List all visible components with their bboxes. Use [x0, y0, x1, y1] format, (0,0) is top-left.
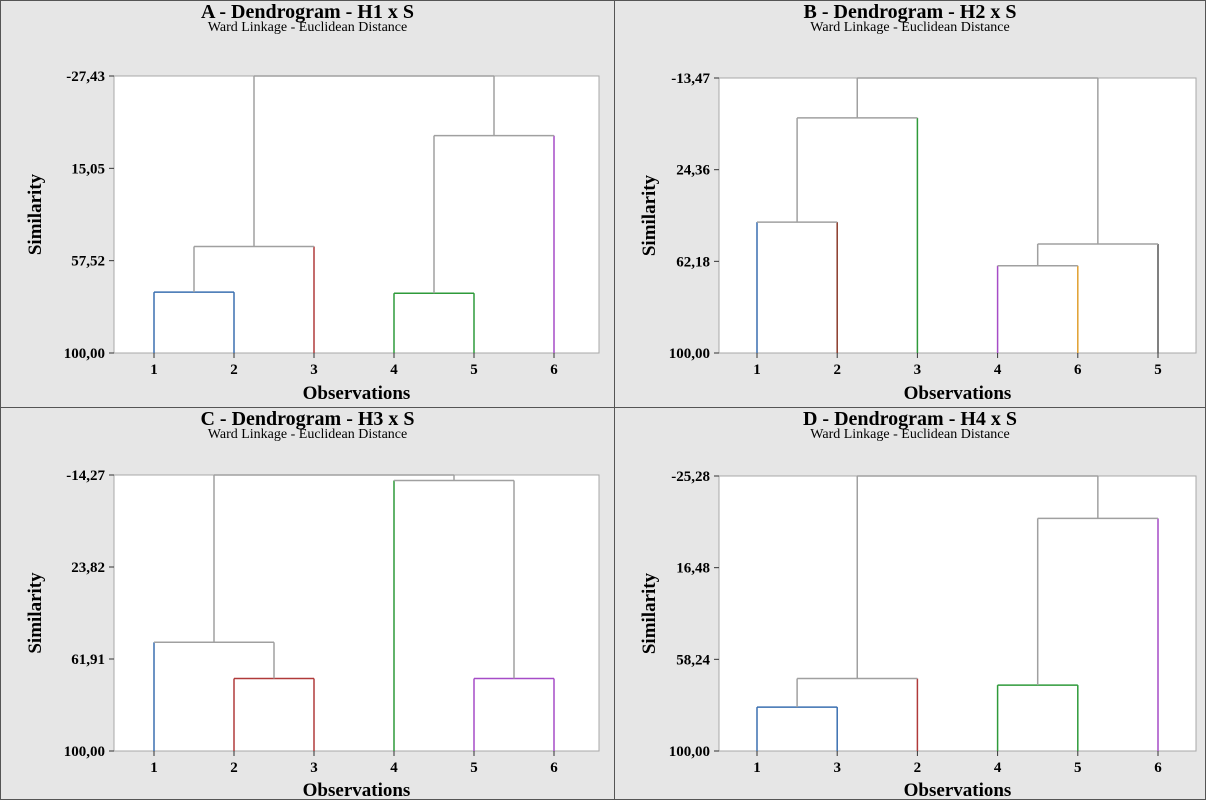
- y-tick-label: 100,00: [64, 744, 105, 760]
- dendrogram-chart-b: -13,47 24,36 62,18 100,00 1 2 3 4 6 5 Observations…: [639, 71, 1197, 404]
- x-tick-label: 2: [914, 760, 922, 776]
- chart-subtitle: Ward Linkage - Euclidean Distance: [810, 20, 1010, 35]
- x-tick-label: 6: [550, 760, 558, 776]
- chart-subtitle: Ward Linkage - Euclidean Distance: [207, 20, 408, 35]
- x-tick-label: 2: [230, 760, 238, 776]
- x-tick-label: 5: [470, 362, 478, 378]
- chart-title: B - Dendrogram - H2 x S: [803, 1, 1017, 23]
- plot-area: [718, 475, 1197, 752]
- panel-c: C - Dendrogram - H3 x S Ward Linkage - E…: [0, 407, 615, 800]
- x-tick-label: 4: [994, 362, 1002, 378]
- chart-subtitle: Ward Linkage - Euclidean Distance: [810, 427, 1010, 442]
- x-tick-label: 2: [833, 362, 841, 378]
- x-tick-label: 5: [470, 760, 478, 776]
- y-tick-label: 57,52: [71, 254, 105, 270]
- x-tick-label: 3: [310, 362, 318, 378]
- x-tick-label: 1: [753, 362, 761, 378]
- chart-title: D - Dendrogram - H4 x S: [802, 408, 1018, 430]
- plot-area: [113, 75, 600, 354]
- x-tick-label: 5: [1074, 760, 1082, 776]
- x-tick-label: 3: [310, 760, 318, 776]
- y-tick-label: 100,00: [669, 744, 710, 760]
- dendrogram-chart-d: -25,28 16,48 58,24 100,00 1 3 2 4 5 6 Observations…: [639, 469, 1197, 800]
- y-tick-label: 100,00: [64, 346, 105, 362]
- x-tick-label: 5: [1154, 362, 1162, 378]
- x-tick-label: 6: [550, 362, 558, 378]
- x-tick-label: 4: [390, 760, 398, 776]
- chart-subtitle: Ward Linkage - Euclidean Distance: [207, 427, 408, 442]
- x-tick-label: 4: [390, 362, 398, 378]
- y-tick-label: 24,36: [676, 163, 710, 179]
- y-tick-label: 16,48: [676, 561, 710, 577]
- dendrogram-chart-a: -27,43 15,05 57,52 100,00 1 2 3 4 5 6 Observations…: [25, 69, 600, 404]
- y-tick-label: 58,24: [676, 652, 710, 668]
- x-tick-label: 3: [833, 760, 841, 776]
- y-axis-label: Similarity: [25, 572, 46, 654]
- x-axis-label: Observations: [904, 780, 1012, 800]
- x-tick-label: 1: [150, 760, 158, 776]
- plot-area: [718, 77, 1197, 354]
- y-tick-label: -27,43: [66, 69, 105, 85]
- y-axis-label: Similarity: [25, 173, 46, 255]
- y-tick-label: 100,00: [669, 346, 710, 362]
- x-tick-label: 1: [753, 760, 761, 776]
- x-axis-label: Observations: [904, 383, 1012, 404]
- y-axis-label: Similarity: [639, 174, 660, 256]
- x-axis-label: Observations: [303, 383, 411, 404]
- panel-a: A - Dendrogram - H1 x S Ward Linkage - E…: [0, 0, 615, 408]
- x-tick-label: 6: [1074, 362, 1082, 378]
- x-tick-label: 4: [994, 760, 1002, 776]
- y-axis-label: Similarity: [639, 572, 660, 654]
- x-tick-label: 1: [150, 362, 158, 378]
- y-tick-label: 23,82: [71, 560, 105, 576]
- y-tick-label: 15,05: [71, 161, 105, 177]
- y-tick-label: -14,27: [66, 468, 105, 484]
- chart-title: A - Dendrogram - H1 x S: [201, 1, 414, 23]
- dendrogram-chart-c: -14,27 23,82 61,91 100,00 1 2 3 4 5 6 Observations…: [25, 468, 600, 800]
- panel-b: B - Dendrogram - H2 x S Ward Linkage - E…: [614, 0, 1206, 408]
- panel-d: D - Dendrogram - H4 x S Ward Linkage - E…: [614, 407, 1206, 800]
- plot-area: [113, 474, 600, 752]
- y-tick-label: 61,91: [71, 652, 105, 668]
- x-tick-label: 3: [914, 362, 922, 378]
- x-axis-label: Observations: [303, 780, 411, 800]
- x-tick-label: 6: [1154, 760, 1162, 776]
- y-tick-label: -25,28: [671, 469, 710, 485]
- y-tick-label: -13,47: [671, 71, 710, 87]
- y-tick-label: 62,18: [676, 254, 710, 270]
- x-tick-label: 2: [230, 362, 238, 378]
- chart-title: C - Dendrogram - H3 x S: [200, 408, 415, 430]
